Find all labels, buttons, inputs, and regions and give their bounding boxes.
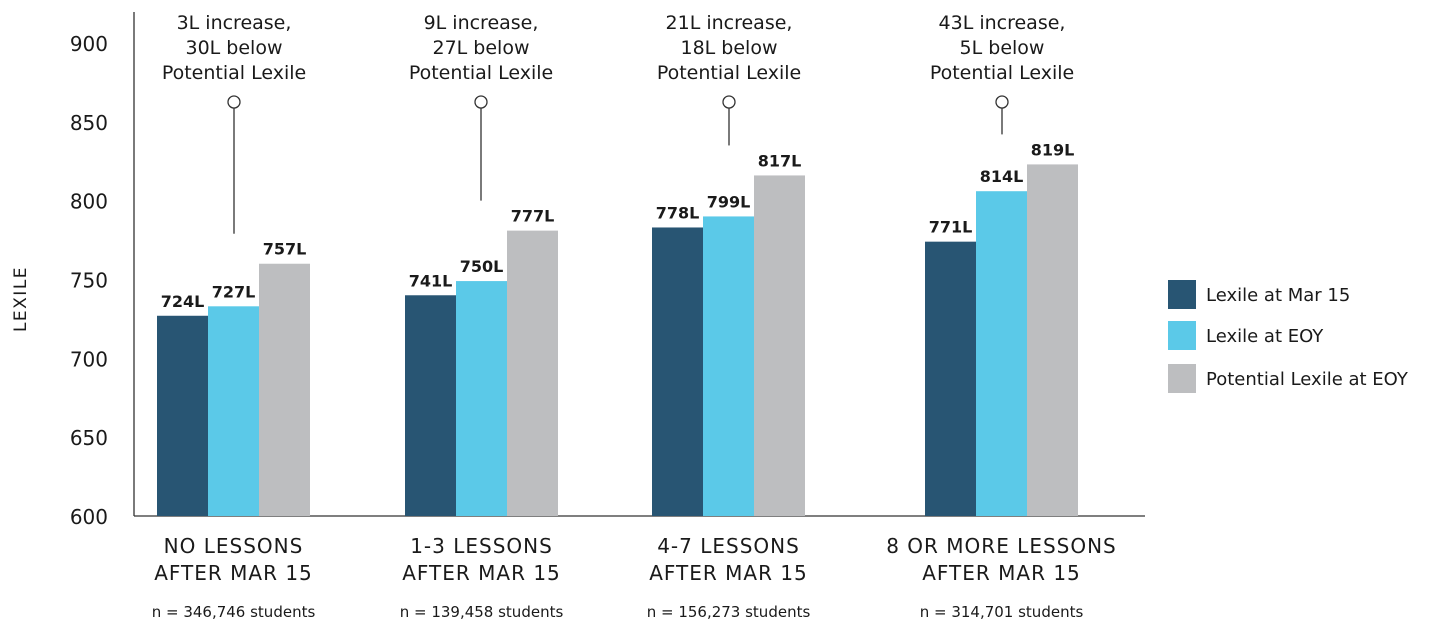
annotation-line: 27L below <box>433 37 530 59</box>
sample-size-label: n = 314,701 students <box>920 603 1084 621</box>
category-label: 4-7 LESSONS <box>657 534 800 558</box>
legend-label-1: Lexile at Mar 15 <box>1206 285 1350 306</box>
bar-2-3 <box>703 216 754 516</box>
annotation-line: Potential Lexile <box>162 62 306 84</box>
bar-value-label: 750L <box>460 257 504 276</box>
y-tick-label-800: 800 <box>70 190 108 214</box>
bar-2-4 <box>976 191 1027 516</box>
sample-size-label: n = 139,458 students <box>400 603 564 621</box>
bar-value-label: 777L <box>511 207 555 226</box>
category-label: AFTER MAR 15 <box>649 561 808 585</box>
annotation-line: Potential Lexile <box>930 62 1074 84</box>
bar-2-1 <box>208 306 259 516</box>
y-tick-label-650: 650 <box>70 426 108 450</box>
annotation-line: 18L below <box>681 37 778 59</box>
y-tick-label-850: 850 <box>70 111 108 135</box>
legend-swatch-3 <box>1168 364 1196 393</box>
bar-value-label: 814L <box>980 167 1024 186</box>
category-label: 1-3 LESSONS <box>410 534 553 558</box>
y-tick-label-600: 600 <box>70 505 108 529</box>
annotation-line: 9L increase, <box>424 12 539 34</box>
y-tick-label-750: 750 <box>70 269 108 293</box>
annotation-marker <box>227 95 241 109</box>
sample-size-label: n = 346,746 students <box>152 603 316 621</box>
bar-value-label: 724L <box>161 292 205 311</box>
bar-3-2 <box>507 230 558 516</box>
bar-3-3 <box>754 175 805 516</box>
annotation-line: 30L below <box>186 37 283 59</box>
legend-swatch-2 <box>1168 321 1196 350</box>
bar-value-label: 778L <box>656 203 700 222</box>
bar-value-label: 819L <box>1031 140 1075 159</box>
y-tick-label-900: 900 <box>70 32 108 56</box>
bar-value-label: 799L <box>707 192 751 211</box>
annotation-line: Potential Lexile <box>657 62 801 84</box>
annotation-line: 5L below <box>960 37 1045 59</box>
annotation-line: 43L increase, <box>939 12 1066 34</box>
bar-3-1 <box>259 263 310 516</box>
category-label: 8 OR MORE LESSONS <box>886 534 1117 558</box>
legend-label-2: Lexile at EOY <box>1206 326 1324 347</box>
sample-size-label: n = 156,273 students <box>647 603 811 621</box>
legend-swatch-1 <box>1168 280 1196 309</box>
y-tick-label-700: 700 <box>70 347 108 371</box>
bar-2-2 <box>456 281 507 516</box>
annotation-marker <box>722 95 736 109</box>
annotation-marker <box>995 95 1009 109</box>
bar-value-label: 741L <box>409 271 453 290</box>
bar-value-label: 771L <box>929 218 973 237</box>
category-label: AFTER MAR 15 <box>402 561 561 585</box>
bar-1-1 <box>157 315 208 516</box>
bar-1-3 <box>652 227 703 516</box>
category-label: AFTER MAR 15 <box>922 561 1081 585</box>
bar-value-label: 757L <box>263 240 307 259</box>
annotation-line: 21L increase, <box>666 12 793 34</box>
annotation-line: Potential Lexile <box>409 62 553 84</box>
bar-1-2 <box>405 295 456 516</box>
category-label: AFTER MAR 15 <box>154 561 313 585</box>
annotation-marker <box>474 95 488 109</box>
bar-value-label: 727L <box>212 282 256 301</box>
y-axis-title: LEXILE <box>11 266 31 332</box>
bar-3-4 <box>1027 164 1078 517</box>
category-label: NO LESSONS <box>164 534 304 558</box>
bar-1-4 <box>925 241 976 516</box>
legend-label-3: Potential Lexile at EOY <box>1206 369 1409 390</box>
annotation-line: 3L increase, <box>177 12 292 34</box>
bar-value-label: 817L <box>758 151 802 170</box>
